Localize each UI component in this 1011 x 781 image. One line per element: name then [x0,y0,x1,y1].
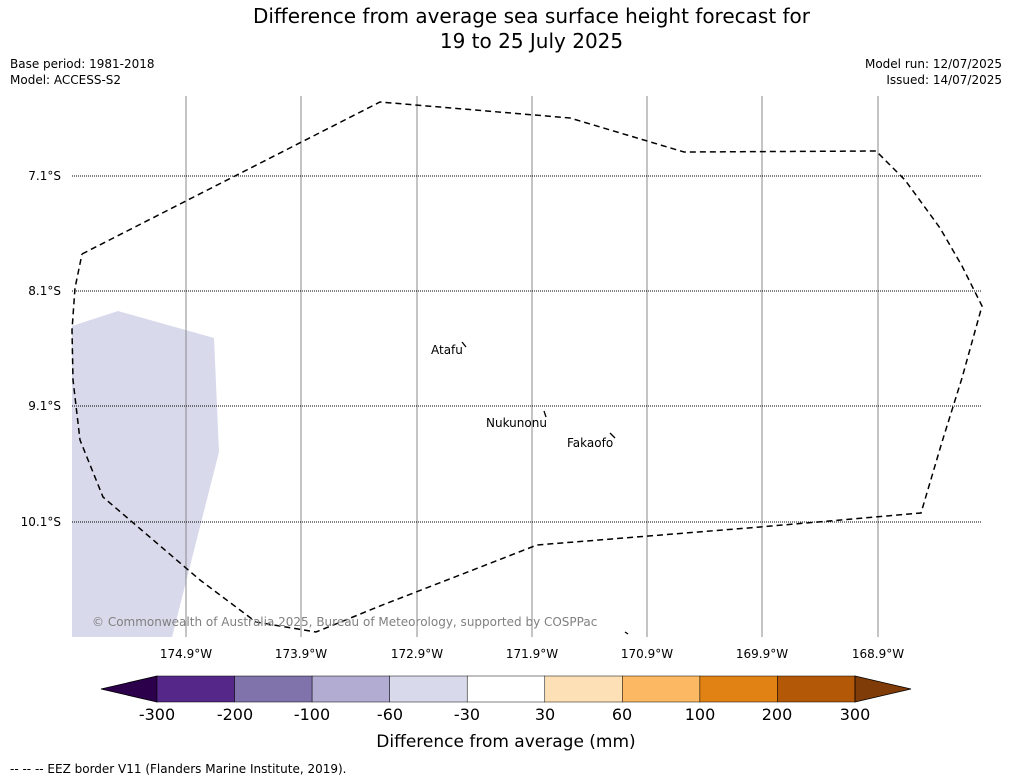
colorbar-extend-high [854,675,912,703]
colorbar-tick: 200 [762,705,793,724]
model-info: Base period: 1981-2018 Model: ACCESS-S2 [10,56,155,88]
copyright-credit: © Commonwealth of Australia 2025, Bureau… [92,615,597,629]
lat-label: 7.1°S [28,169,61,183]
colorbar-extend-low [100,675,158,703]
colorbar-tick: 30 [535,705,555,724]
colorbar-tick: -300 [139,705,175,724]
place-label-atafu: Atafu [431,343,463,357]
atafu-island [461,341,467,348]
base-period: Base period: 1981-2018 [10,57,155,71]
latitude-gridlines [72,175,982,523]
colorbar-tick: -200 [217,705,253,724]
colorbar-title: Difference from average (mm) [376,732,635,752]
lon-label: 168.9°W [852,647,904,661]
run-info: Model run: 12/07/2025 Issued: 14/07/2025 [865,56,1002,88]
lon-label: 171.9°W [506,647,558,661]
colorbar-tick: 60 [612,705,632,724]
issued-date: Issued: 14/07/2025 [886,73,1002,87]
colorbar-segment [466,675,546,703]
colorbar-tick-labels: -300 -200 -100 -60 -30 30 60 100 200 300 [139,705,870,724]
lon-label: 173.9°W [275,647,327,661]
colorbar-segment [777,675,856,703]
swains-island [624,631,629,635]
colorbar-tick: -100 [294,705,330,724]
colorbar-segment [699,675,778,703]
title-line-1: Difference from average sea surface heig… [252,4,811,28]
colorbar-segment [311,675,390,703]
lon-label: 174.9°W [160,647,212,661]
anomaly-region [72,311,219,637]
model-run: Model run: 12/07/2025 [864,57,1002,71]
colorbar-tick: 100 [685,705,716,724]
eez-border [71,101,983,633]
nukunonu-island [543,410,547,418]
colorbar-segment [156,675,235,703]
colorbar-tick: -60 [377,705,403,724]
lon-label: 170.9°W [621,647,673,661]
place-label-nukunonu: Nukunonu [486,416,547,430]
colorbar-tick: 300 [840,705,871,724]
model-name: Model: ACCESS-S2 [10,73,122,87]
lat-label: 9.1°S [28,399,61,413]
fakaofo-island [609,432,616,439]
colorbar-segment [389,675,468,703]
longitude-gridlines [185,96,879,637]
place-label-fakaofo: Fakaofo [567,436,613,450]
map-title: Difference from average sea surface heig… [0,4,1011,54]
islands [461,341,629,635]
colorbar-segment [622,675,701,703]
colorbar-tick: -30 [454,705,480,724]
eez-footnote: -- -- -- EEZ border V11 (Flanders Marine… [10,762,347,776]
lat-label: 8.1°S [28,284,61,298]
title-line-2: 19 to 25 July 2025 [439,29,624,53]
lat-label: 10.1°S [21,515,61,529]
colorbar-segment [544,675,623,703]
colorbar-segment [234,675,313,703]
lon-label: 169.9°W [736,647,788,661]
colorbar [100,675,912,703]
lon-label: 172.9°W [391,647,443,661]
